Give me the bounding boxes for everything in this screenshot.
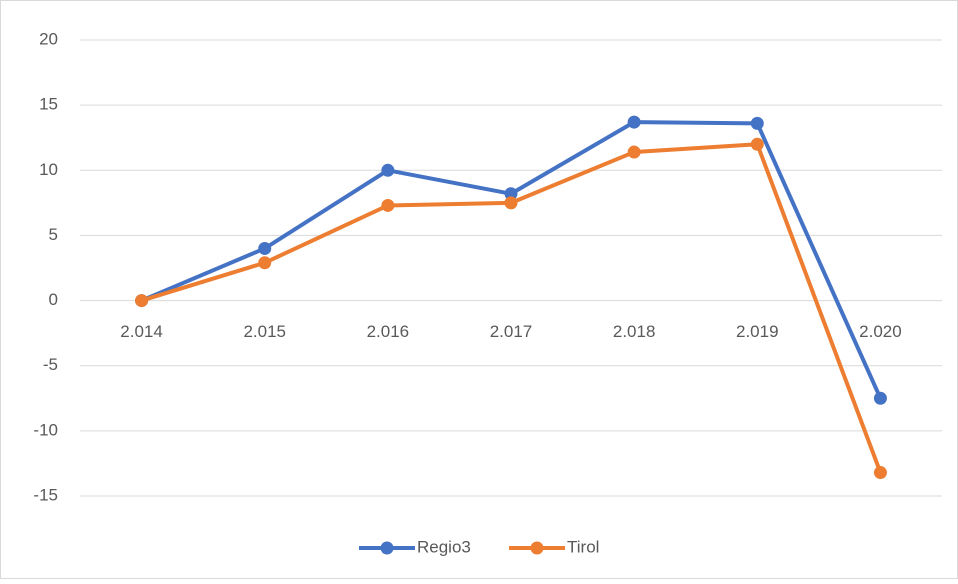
series-marker bbox=[504, 196, 518, 210]
series-marker bbox=[381, 163, 395, 177]
x-tick-label: 2.019 bbox=[736, 322, 779, 341]
series-marker bbox=[258, 256, 272, 270]
x-tick-label: 2.014 bbox=[120, 322, 163, 341]
series-marker bbox=[258, 241, 272, 255]
y-tick-label: -5 bbox=[43, 355, 58, 374]
series-marker bbox=[135, 294, 149, 308]
y-tick-label: 0 bbox=[49, 290, 58, 309]
y-tick-label: -10 bbox=[33, 420, 58, 439]
y-tick-label: 15 bbox=[39, 95, 58, 114]
y-tick-label: -15 bbox=[33, 485, 58, 504]
x-tick-label: 2.020 bbox=[859, 322, 902, 341]
series-marker bbox=[627, 115, 641, 129]
series-marker bbox=[504, 187, 518, 201]
x-tick-label: 2.018 bbox=[613, 322, 656, 341]
series-marker bbox=[627, 145, 641, 159]
x-tick-label: 2.015 bbox=[243, 322, 286, 341]
y-tick-label: 10 bbox=[39, 160, 58, 179]
y-tick-label: 5 bbox=[49, 225, 58, 244]
series-marker bbox=[873, 466, 887, 480]
legend-marker bbox=[530, 541, 544, 555]
series-marker bbox=[750, 137, 764, 151]
legend-label: Tirol bbox=[567, 537, 599, 556]
x-tick-label: 2.017 bbox=[490, 322, 533, 341]
y-tick-label: 20 bbox=[39, 29, 58, 48]
series-marker bbox=[873, 391, 887, 405]
x-tick-label: 2.016 bbox=[367, 322, 410, 341]
series-marker bbox=[381, 198, 395, 212]
legend-marker bbox=[380, 541, 394, 555]
legend-label: Regio3 bbox=[417, 537, 471, 556]
series-marker bbox=[750, 116, 764, 130]
